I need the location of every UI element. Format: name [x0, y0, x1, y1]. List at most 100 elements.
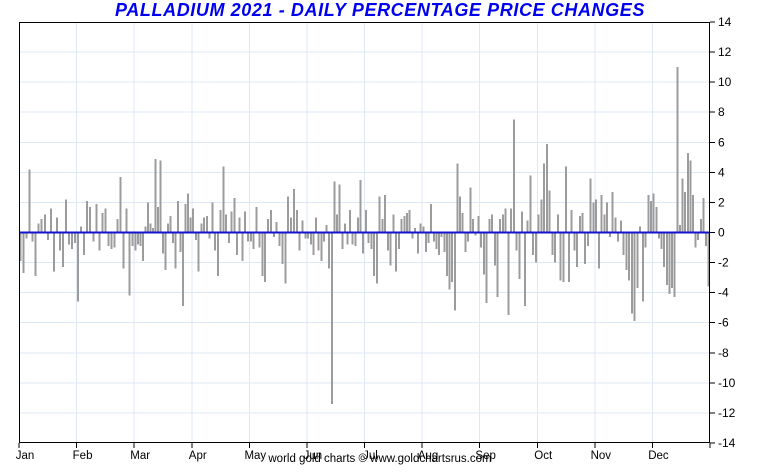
bar	[176, 200, 179, 233]
bar	[227, 232, 230, 244]
bar	[657, 232, 660, 239]
bar	[235, 232, 238, 256]
y-tick-label: -4	[718, 286, 729, 300]
bar	[104, 208, 107, 233]
y-tick-label: 2	[718, 195, 725, 209]
bar	[197, 232, 200, 272]
bar	[328, 232, 331, 269]
bar	[92, 232, 95, 242]
bar	[639, 226, 642, 233]
bar	[641, 232, 644, 302]
bar	[222, 166, 225, 233]
bar	[576, 232, 579, 268]
bar	[686, 152, 689, 233]
month-label: May	[244, 450, 266, 462]
bar	[122, 232, 125, 269]
bar	[159, 160, 162, 233]
bar	[244, 211, 247, 233]
bar	[346, 232, 349, 245]
bar	[408, 209, 411, 233]
bar	[619, 220, 622, 233]
y-tick-label: 6	[718, 135, 725, 149]
bar	[31, 232, 34, 242]
bar	[543, 163, 546, 233]
bar	[403, 215, 406, 233]
bar	[375, 232, 378, 284]
bar	[181, 232, 184, 307]
bar	[192, 208, 195, 233]
bar	[485, 232, 488, 304]
bar	[74, 232, 77, 244]
bar	[320, 232, 323, 262]
bar	[430, 203, 433, 233]
bar	[292, 188, 295, 233]
bar	[523, 232, 526, 307]
bar	[611, 191, 614, 233]
bar	[521, 211, 524, 233]
month-label: Jun	[304, 450, 323, 462]
month-label: Jul	[363, 450, 378, 462]
bar	[164, 232, 167, 271]
bar	[151, 227, 154, 233]
bar	[34, 232, 37, 277]
month-label: Jan	[16, 450, 35, 462]
bar	[161, 232, 164, 254]
bar	[295, 209, 298, 233]
bar	[149, 223, 152, 233]
bar	[116, 218, 119, 233]
bar	[64, 199, 67, 233]
bar	[338, 184, 341, 233]
bar	[144, 226, 147, 233]
bar	[343, 223, 346, 233]
bar	[597, 232, 600, 269]
y-tick-label: -8	[718, 346, 729, 360]
bar	[275, 221, 278, 233]
bar	[134, 232, 137, 251]
bar	[491, 214, 494, 233]
bar	[128, 232, 131, 296]
bar	[443, 232, 446, 253]
bar	[219, 209, 222, 233]
bar	[466, 232, 469, 242]
bar	[98, 232, 101, 251]
bar	[697, 232, 700, 241]
bar	[255, 206, 258, 233]
bar	[673, 232, 676, 298]
y-tick-label: -10	[718, 376, 736, 390]
bar	[474, 232, 477, 236]
bar	[131, 232, 134, 247]
bar	[493, 232, 496, 266]
bar	[43, 214, 46, 233]
bar	[333, 181, 336, 233]
bar	[397, 232, 400, 250]
bar	[595, 199, 598, 233]
bar	[341, 232, 344, 250]
bar	[101, 212, 104, 233]
bar	[488, 218, 491, 233]
bar	[652, 193, 655, 233]
chart-title: PALLADIUM 2021 - DAILY PERCENTAGE PRICE …	[115, 0, 645, 20]
bar	[584, 232, 587, 265]
bar	[414, 227, 417, 233]
bar	[174, 232, 177, 269]
bar	[416, 232, 419, 254]
bar	[119, 176, 122, 233]
bar	[699, 218, 702, 233]
month-label: Aug	[418, 450, 438, 462]
bar	[440, 232, 443, 238]
bar	[551, 232, 554, 256]
bar	[315, 217, 318, 233]
bar	[230, 211, 233, 233]
bar	[336, 214, 339, 233]
bar	[214, 232, 217, 251]
bar	[400, 218, 403, 233]
bar	[208, 232, 211, 239]
bar	[589, 178, 592, 233]
bar	[702, 197, 705, 233]
bar	[381, 218, 384, 233]
bar	[211, 202, 214, 233]
bar	[284, 232, 287, 284]
bar	[362, 232, 365, 254]
bar	[532, 232, 535, 256]
bar	[427, 232, 430, 244]
